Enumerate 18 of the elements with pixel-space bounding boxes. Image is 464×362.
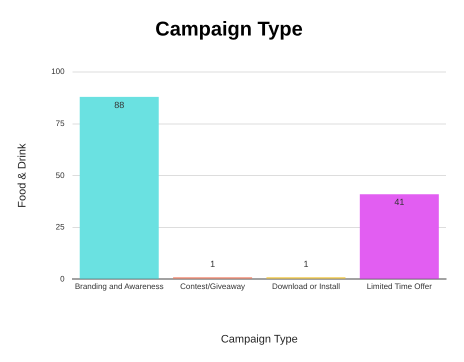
bar [360, 194, 439, 279]
data-label: 88 [114, 100, 124, 110]
bar [80, 96, 159, 279]
data-label: 41 [394, 197, 404, 208]
x-tick-label: Limited Time Offer [366, 282, 432, 292]
data-label: 1 [210, 259, 216, 270]
chart-title: Campaign Type [155, 18, 303, 41]
x-tick-label: Branding and Awareness [74, 282, 164, 292]
x-tick-label: Contest/Giveaway [180, 282, 246, 292]
y-tick-label: 0 [60, 274, 66, 284]
y-tick-label: 100 [51, 67, 66, 76]
x-axis-title: Campaign Type [220, 333, 298, 346]
x-tick-label: Download or Install [272, 282, 340, 292]
y-tick-label: 50 [56, 170, 66, 180]
y-axis-title: Food & Drink [16, 143, 29, 208]
y-tick-label: 25 [56, 222, 66, 232]
data-label: 1 [303, 259, 308, 270]
y-tick-label: 75 [56, 119, 66, 128]
